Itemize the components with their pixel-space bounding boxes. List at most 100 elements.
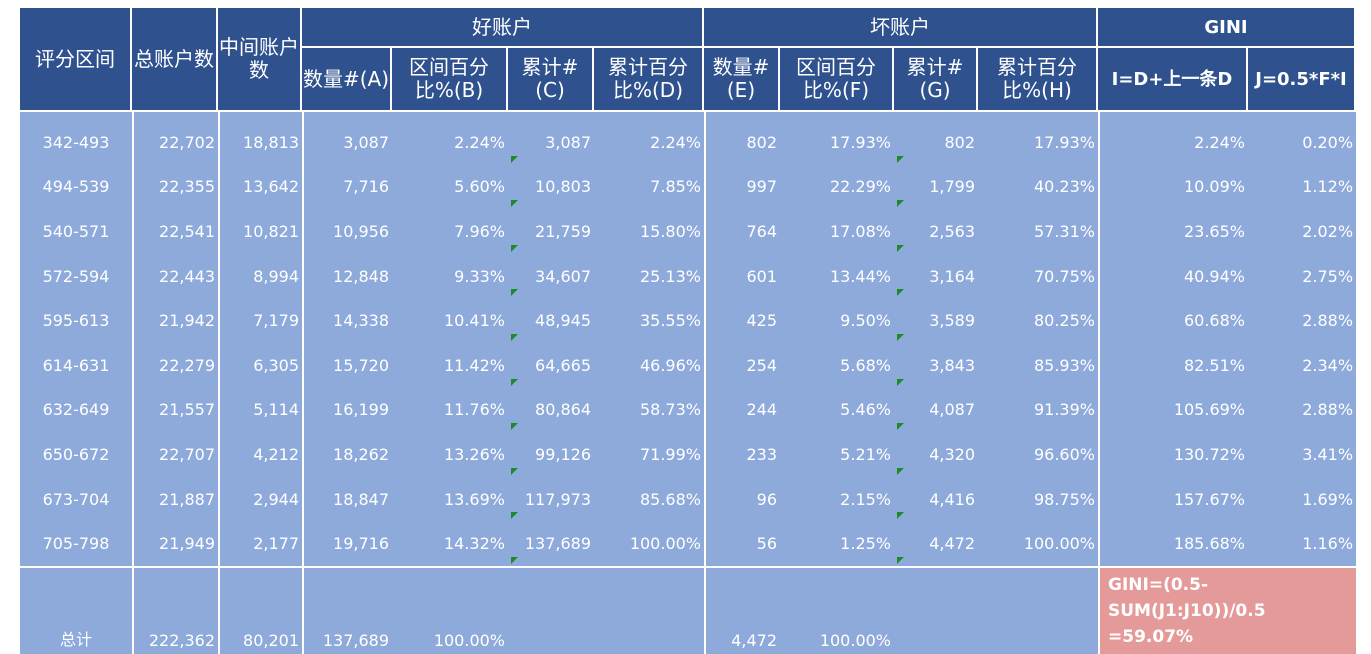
bad-pct-sum: 100.00% [780, 565, 894, 654]
cell-good-interval-pct: 7.96% [392, 209, 508, 254]
comment-flag-icon [897, 155, 904, 163]
cell-bad-cumulative-pct: 91.39% [978, 387, 1098, 433]
cell-good-interval-pct: 9.33% [392, 253, 508, 299]
cell-good-count: 18,847 [302, 476, 392, 522]
cell-good-cumulative: 80,864 [508, 387, 594, 433]
cell-middle-accounts: 2,177 [218, 521, 302, 566]
cell-gini-j: 2.02% [1248, 209, 1357, 254]
cell-good-interval-pct: 13.69% [392, 476, 508, 522]
comment-flag-icon [511, 378, 518, 386]
cell-good-count: 15,720 [302, 342, 392, 388]
total-row: 总计 222,362 80,201 137,689 100.00% 4,472 100.00… [20, 565, 1357, 654]
comment-flag-icon [897, 200, 904, 208]
cell-bad-cumulative: 3,164 [894, 253, 978, 299]
comment-flag-icon [897, 333, 904, 341]
header-good-accounts: 好账户 [302, 8, 704, 48]
cell-good-count: 12,848 [302, 253, 392, 299]
comment-flag-icon [511, 556, 518, 564]
cell-good-cumulative-pct: 15.80% [594, 209, 704, 254]
cell-good-cumulative: 48,945 [508, 298, 594, 343]
cell-gini-j: 1.69% [1248, 476, 1357, 522]
cell-good-cumulative-pct: 25.13% [594, 253, 704, 299]
header-gini-j: J=0.5*F*I [1248, 48, 1357, 112]
cell-bad-count: 997 [704, 164, 780, 210]
header-middle-accounts: 中间账户数 [218, 8, 302, 112]
table-body: 342-493 22,702 18,813 3,087 2.24% 3,087 2.24% 8… [20, 112, 1357, 654]
cell-bad-cumulative-pct: 96.60% [978, 432, 1098, 477]
cell-middle-accounts: 13,642 [218, 164, 302, 210]
cell-good-cumulative: 34,607 [508, 253, 594, 299]
cell-total-accounts: 22,279 [132, 342, 218, 388]
cell-bad-cumulative: 4,087 [894, 387, 978, 433]
empty-cell [508, 565, 594, 654]
good-count-sum: 137,689 [302, 565, 392, 654]
cell-bad-interval-pct: 2.15% [780, 476, 894, 522]
cell-bad-count: 96 [704, 476, 780, 522]
comment-flag-icon [897, 244, 904, 252]
cell-good-cumulative: 137,689 [508, 521, 594, 566]
cell-total-accounts: 21,949 [132, 521, 218, 566]
cell-good-cumulative-pct: 7.85% [594, 164, 704, 210]
cell-bad-cumulative: 3,589 [894, 298, 978, 343]
cell-gini-i: 185.68% [1098, 521, 1248, 566]
cell-bad-cumulative-pct: 85.93% [978, 342, 1098, 388]
comment-flag-icon [511, 155, 518, 163]
cell-good-interval-pct: 14.32% [392, 521, 508, 566]
comment-flag-icon [511, 467, 518, 475]
empty-cell [894, 565, 978, 654]
cell-score-range: 650-672 [20, 432, 132, 477]
cell-gini-i: 40.94% [1098, 253, 1248, 299]
comment-flag-icon [511, 333, 518, 341]
gini-value: =59.07% [1108, 626, 1194, 647]
header-bad-cumulative-pct: 累计百分比%(H) [978, 48, 1098, 112]
cell-score-range: 632-649 [20, 387, 132, 433]
cell-good-cumulative-pct: 35.55% [594, 298, 704, 343]
table-row: 494-539 22,355 13,642 7,716 5.60% 10,803 7.85%… [20, 164, 1357, 210]
cell-bad-cumulative-pct: 57.31% [978, 209, 1098, 254]
comment-flag-icon [897, 289, 904, 297]
table-row: 650-672 22,707 4,212 18,262 13.26% 99,126 71.9… [20, 432, 1357, 477]
gini-table-container: 评分区间 总账户数 中间账户数 好账户 坏账户 GINI 数量#(A) 区间百分… [20, 8, 1357, 654]
cell-bad-interval-pct: 17.93% [780, 120, 894, 165]
cell-gini-j: 0.20% [1248, 120, 1357, 165]
cell-good-count: 19,716 [302, 521, 392, 566]
cell-bad-cumulative: 4,472 [894, 521, 978, 566]
cell-good-count: 18,262 [302, 432, 392, 477]
header-total-accounts: 总账户数 [132, 8, 218, 112]
cell-bad-interval-pct: 5.46% [780, 387, 894, 433]
cell-gini-i: 10.09% [1098, 164, 1248, 210]
header-good-count: 数量#(A) [302, 48, 392, 112]
comment-flag-icon [897, 378, 904, 386]
cell-bad-interval-pct: 13.44% [780, 253, 894, 299]
cell-gini-i: 82.51% [1098, 342, 1248, 388]
cell-score-range: 614-631 [20, 342, 132, 388]
header-good-cumulative: 累计#(C) [508, 48, 594, 112]
cell-bad-count: 601 [704, 253, 780, 299]
cell-good-cumulative: 21,759 [508, 209, 594, 254]
cell-bad-interval-pct: 22.29% [780, 164, 894, 210]
cell-score-range: 673-704 [20, 476, 132, 522]
cell-good-interval-pct: 11.42% [392, 342, 508, 388]
comment-flag-icon [897, 467, 904, 475]
cell-bad-cumulative-pct: 40.23% [978, 164, 1098, 210]
cell-good-cumulative-pct: 46.96% [594, 342, 704, 388]
bad-count-sum: 4,472 [704, 565, 780, 654]
cell-bad-count: 56 [704, 521, 780, 566]
header-bad-count: 数量#(E) [704, 48, 780, 112]
cell-bad-count: 244 [704, 387, 780, 433]
cell-total-accounts: 21,557 [132, 387, 218, 433]
cell-gini-j: 2.88% [1248, 387, 1357, 433]
cell-bad-count: 254 [704, 342, 780, 388]
comment-flag-icon [511, 244, 518, 252]
table-row: 673-704 21,887 2,944 18,847 13.69% 117,973 85.… [20, 476, 1357, 522]
cell-middle-accounts: 8,994 [218, 253, 302, 299]
table-row: 614-631 22,279 6,305 15,720 11.42% 64,665 46.9… [20, 342, 1357, 388]
cell-score-range: 572-594 [20, 253, 132, 299]
cell-bad-cumulative-pct: 70.75% [978, 253, 1098, 299]
gini-result: GINI=(0.5-SUM(J1:J10))/0.5 =59.07% [1098, 565, 1357, 654]
cell-good-cumulative: 117,973 [508, 476, 594, 522]
cell-gini-j: 3.41% [1248, 432, 1357, 477]
cell-gini-i: 23.65% [1098, 209, 1248, 254]
cell-good-cumulative-pct: 71.99% [594, 432, 704, 477]
header-bad-accounts: 坏账户 [704, 8, 1098, 48]
